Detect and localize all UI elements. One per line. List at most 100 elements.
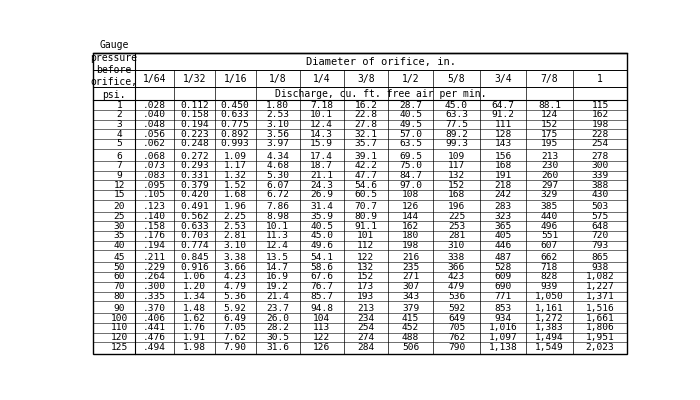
Text: 45.0: 45.0	[310, 231, 333, 240]
Text: 2.25: 2.25	[224, 212, 246, 221]
Text: .441: .441	[143, 323, 166, 332]
Text: 3.10: 3.10	[224, 241, 246, 250]
Text: 1.80: 1.80	[266, 101, 289, 110]
Text: 12: 12	[113, 180, 125, 190]
Text: 144: 144	[402, 212, 419, 221]
Text: 1,016: 1,016	[489, 323, 517, 332]
Text: 70.7: 70.7	[354, 202, 377, 211]
Text: 108: 108	[402, 190, 419, 199]
Text: 213: 213	[357, 304, 374, 313]
Text: 124: 124	[541, 110, 558, 119]
Text: 7.18: 7.18	[310, 101, 333, 110]
Text: 338: 338	[448, 253, 465, 262]
Text: 76.7: 76.7	[310, 282, 333, 291]
Text: 23.7: 23.7	[266, 304, 289, 313]
Text: 216: 216	[402, 253, 419, 262]
Text: 1,138: 1,138	[489, 343, 517, 352]
Text: 260: 260	[541, 171, 558, 180]
Text: 0.158: 0.158	[180, 110, 209, 119]
Text: 283: 283	[494, 202, 512, 211]
Text: 99.3: 99.3	[445, 139, 468, 148]
Text: 648: 648	[592, 222, 608, 231]
Text: 100: 100	[111, 314, 128, 323]
Text: 30.5: 30.5	[266, 333, 289, 342]
Text: 762: 762	[448, 333, 465, 342]
Text: 488: 488	[402, 333, 419, 342]
Text: 3.66: 3.66	[224, 263, 246, 272]
Text: 30: 30	[113, 222, 125, 231]
Text: 1.32: 1.32	[224, 171, 246, 180]
Text: 168: 168	[494, 161, 512, 170]
Text: 281: 281	[448, 231, 465, 240]
Text: 58.6: 58.6	[310, 263, 333, 272]
Text: 323: 323	[494, 212, 512, 221]
Text: 90: 90	[113, 304, 125, 313]
Text: 80.9: 80.9	[354, 212, 377, 221]
Text: 2: 2	[116, 110, 122, 119]
Text: 91.2: 91.2	[491, 110, 514, 119]
Text: 536: 536	[448, 292, 465, 301]
Text: 54.6: 54.6	[354, 180, 377, 190]
Text: 1,549: 1,549	[535, 343, 564, 352]
Text: 195: 195	[541, 139, 558, 148]
Text: 101: 101	[357, 231, 374, 240]
Text: 91.1: 91.1	[354, 222, 377, 231]
Text: 1,050: 1,050	[535, 292, 564, 301]
Text: 551: 551	[541, 231, 558, 240]
Text: 365: 365	[494, 222, 512, 231]
Text: 0.223: 0.223	[180, 130, 209, 139]
Text: 506: 506	[402, 343, 419, 352]
Text: .494: .494	[143, 343, 166, 352]
Text: 14.3: 14.3	[310, 130, 333, 139]
Text: 109: 109	[448, 152, 465, 160]
Text: 1.06: 1.06	[183, 272, 206, 282]
Text: 379: 379	[402, 304, 419, 313]
Text: 0.491: 0.491	[180, 202, 209, 211]
Text: 32.1: 32.1	[354, 130, 377, 139]
Text: 193: 193	[357, 292, 374, 301]
Text: 388: 388	[592, 180, 608, 190]
Text: 19.2: 19.2	[266, 282, 289, 291]
Text: 271: 271	[402, 272, 419, 282]
Text: .028: .028	[143, 101, 166, 110]
Text: 1,806: 1,806	[586, 323, 615, 332]
Text: 793: 793	[592, 241, 608, 250]
Text: 1/32: 1/32	[183, 74, 206, 84]
Text: 487: 487	[494, 253, 512, 262]
Text: 1.34: 1.34	[183, 292, 206, 301]
Text: 1,661: 1,661	[586, 314, 615, 323]
Text: 54.1: 54.1	[310, 253, 333, 262]
Text: Discharge, cu. ft. free air per min.: Discharge, cu. ft. free air per min.	[275, 89, 486, 99]
Text: 104: 104	[313, 314, 330, 323]
Text: 0.112: 0.112	[180, 101, 209, 110]
Text: 132: 132	[357, 263, 374, 272]
Text: 31.6: 31.6	[266, 343, 289, 352]
Text: 5.36: 5.36	[224, 292, 246, 301]
Text: 405: 405	[494, 231, 512, 240]
Text: 3.10: 3.10	[266, 120, 289, 129]
Text: 0.331: 0.331	[180, 171, 209, 180]
Text: 254: 254	[357, 323, 374, 332]
Text: 446: 446	[494, 241, 512, 250]
Text: 790: 790	[448, 343, 465, 352]
Text: 75.0: 75.0	[399, 161, 422, 170]
Text: 0.993: 0.993	[221, 139, 250, 148]
Text: Gauge
pressure
before
orifice,
psi.: Gauge pressure before orifice, psi.	[90, 40, 137, 100]
Text: 1.96: 1.96	[224, 202, 246, 211]
Text: 1,227: 1,227	[586, 282, 615, 291]
Text: 15.9: 15.9	[310, 139, 333, 148]
Text: 415: 415	[402, 314, 419, 323]
Text: 94.8: 94.8	[310, 304, 333, 313]
Text: 35.7: 35.7	[354, 139, 377, 148]
Text: 5/8: 5/8	[448, 74, 466, 84]
Text: 110: 110	[111, 323, 128, 332]
Text: 0.272: 0.272	[180, 152, 209, 160]
Text: 122: 122	[313, 333, 330, 342]
Text: 8.98: 8.98	[266, 212, 289, 221]
Text: 0.248: 0.248	[180, 139, 209, 148]
Text: 2,023: 2,023	[586, 343, 615, 352]
Text: 720: 720	[592, 231, 608, 240]
Text: 17.4: 17.4	[310, 152, 333, 160]
Text: .105: .105	[143, 190, 166, 199]
Text: 1/4: 1/4	[313, 74, 330, 84]
